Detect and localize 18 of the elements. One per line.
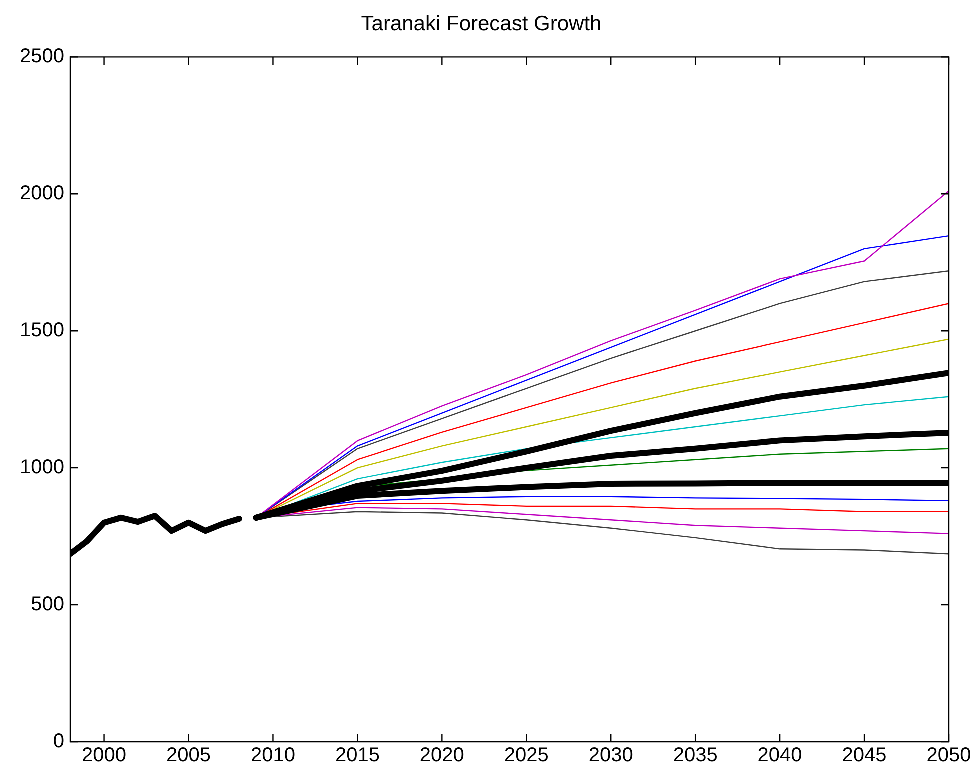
- x-tick-label: 2040: [758, 744, 802, 767]
- x-tick-label: 2050: [926, 744, 972, 767]
- chart-title: Taranaki Forecast Growth: [361, 12, 602, 36]
- x-tick-label: 2025: [504, 744, 549, 767]
- x-tick-label: 2015: [335, 744, 380, 767]
- y-tick-label: 2000: [20, 182, 64, 205]
- y-tick-label: 1000: [20, 456, 64, 479]
- x-tick-label: 2005: [166, 744, 212, 767]
- x-tick-label: 2020: [420, 744, 464, 767]
- y-tick-label: 1500: [20, 320, 64, 342]
- y-tick-label: 0: [53, 730, 64, 753]
- x-tick-label: 2000: [82, 744, 127, 767]
- x-tick-label: 2010: [250, 744, 296, 767]
- x-tick-label: 2035: [673, 744, 718, 767]
- y-tick-label: 500: [31, 594, 64, 616]
- x-tick-label: 2030: [588, 744, 634, 767]
- y-tick-label: 2500: [20, 46, 64, 68]
- x-tick-label: 2045: [842, 744, 887, 767]
